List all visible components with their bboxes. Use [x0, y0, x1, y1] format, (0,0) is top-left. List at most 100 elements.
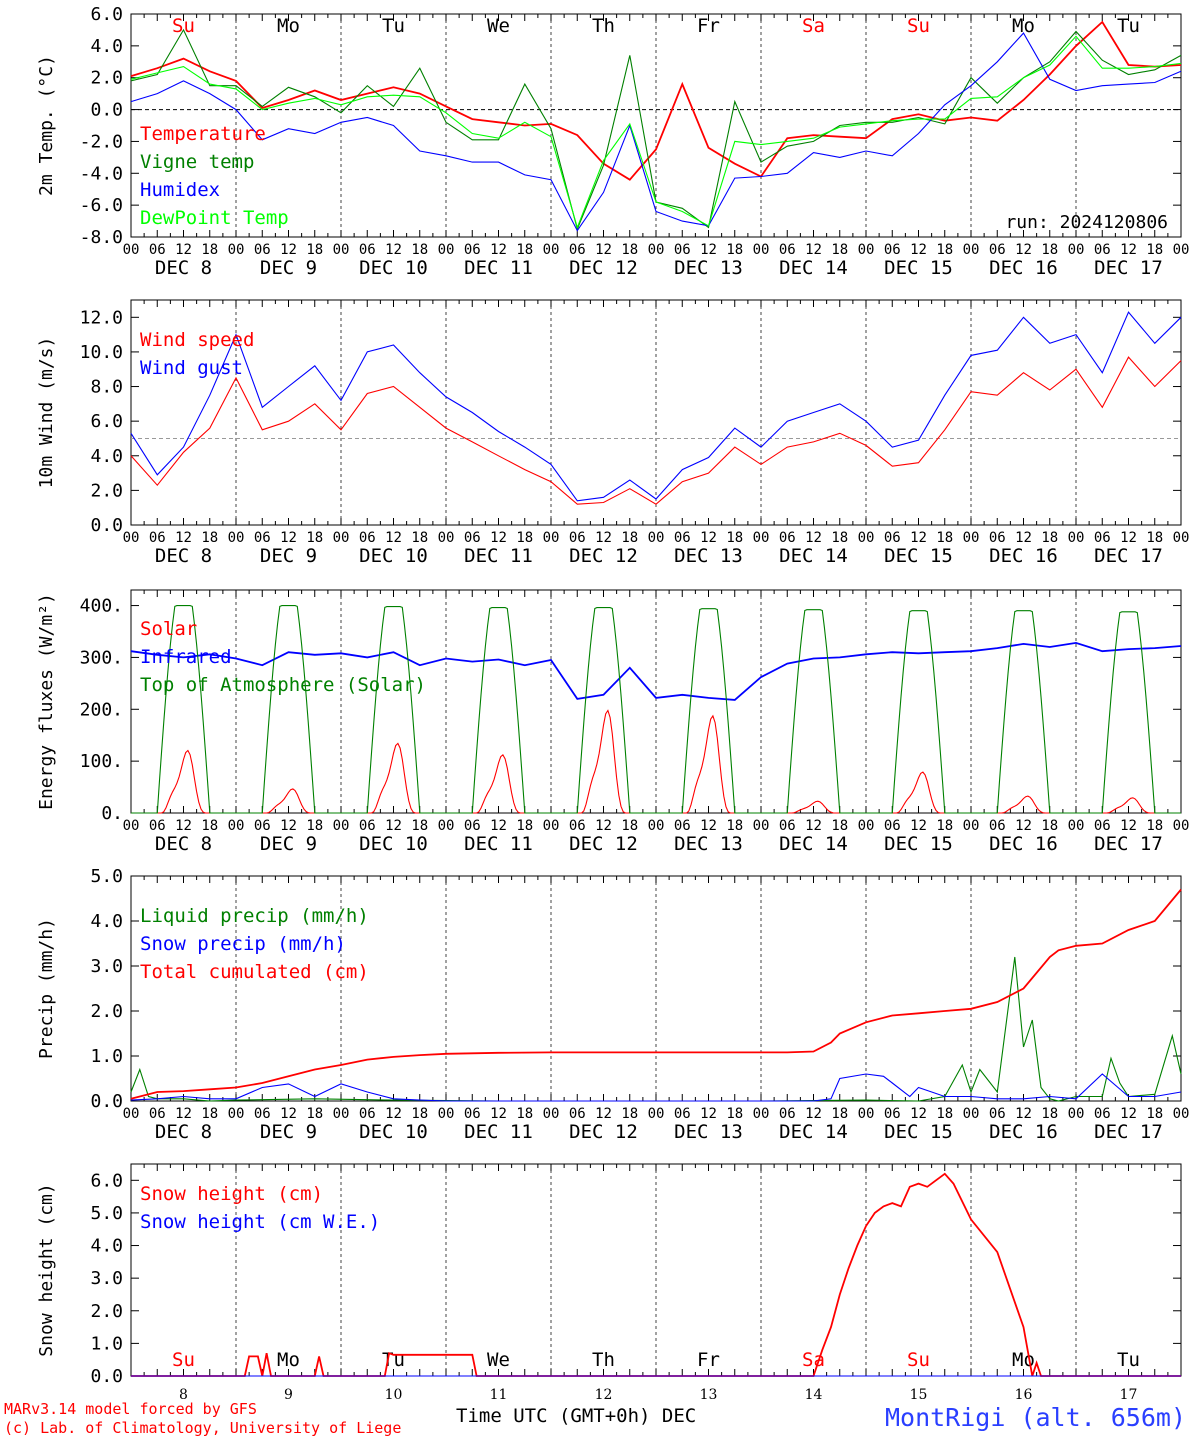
x-hour-label: 12 — [385, 242, 402, 258]
weekday-label: Sa — [802, 1349, 825, 1371]
x-hour-label: 06 — [464, 1106, 481, 1122]
x-date-label: DEC 17 — [1094, 545, 1163, 567]
panel-1: -8.0 -6.0 -4.0 -2.0 0.0 2.0 4.0 6.0 2m Temp. (°C… — [36, 4, 1189, 279]
x-hour-label: 06 — [359, 818, 376, 834]
y-tick-label: 4.0 — [90, 911, 123, 932]
x-hour-label: 18 — [831, 530, 848, 546]
x-hour-label: 12 — [595, 242, 612, 258]
x-hour-label: 06 — [779, 1106, 796, 1122]
x-hour-label: 12 — [1015, 242, 1032, 258]
x-hour-label: 00 — [228, 242, 245, 258]
weekday-label: Fr — [697, 1349, 720, 1371]
x-date-label: DEC 8 — [155, 1121, 212, 1143]
y-tick-label: 5.0 — [90, 866, 123, 887]
x-hour-label: 12 — [700, 818, 717, 834]
x-date-number: 8 — [179, 1387, 188, 1403]
x-hour-label: 06 — [989, 242, 1006, 258]
y-tick-label: 400. — [80, 596, 123, 617]
series-line-top-of-atmosphere-solar- — [131, 605, 1181, 814]
x-date-number: 16 — [1015, 1387, 1033, 1403]
y-tick-label: 0. — [101, 803, 123, 824]
x-hour-label: 12 — [805, 818, 822, 834]
x-hour-label: 18 — [936, 242, 953, 258]
x-hour-label: 18 — [411, 242, 428, 258]
x-hour-label: 06 — [674, 1106, 691, 1122]
x-hour-label: 12 — [700, 530, 717, 546]
x-axis-title: Time UTC (GMT+0h) DEC — [456, 1405, 696, 1427]
y-tick-label: 3.0 — [90, 956, 123, 977]
x-hour-label: 06 — [989, 530, 1006, 546]
y-tick-label: 2.0 — [90, 1301, 123, 1322]
y-tick-label: -6.0 — [80, 195, 123, 216]
weekday-label: Su — [907, 1349, 930, 1371]
x-hour-label: 18 — [831, 1106, 848, 1122]
x-date-number: 17 — [1120, 1387, 1138, 1403]
weekday-label: Tu — [1117, 1349, 1140, 1371]
x-hour-label: 06 — [149, 1106, 166, 1122]
x-date-number: 9 — [284, 1387, 293, 1403]
x-hour-label: 18 — [516, 242, 533, 258]
x-hour-label: 18 — [621, 530, 638, 546]
weekday-label: Th — [592, 15, 615, 37]
x-hour-label: 12 — [700, 1106, 717, 1122]
weekday-label: Su — [172, 15, 195, 37]
x-date-label: DEC 15 — [884, 545, 953, 567]
x-hour-label: 18 — [936, 818, 953, 834]
x-date-label: DEC 14 — [779, 257, 848, 279]
x-hour-label: 18 — [1041, 1106, 1058, 1122]
x-date-label: DEC 12 — [569, 545, 638, 567]
y-tick-label: 0.0 — [90, 515, 123, 536]
x-hour-label: 12 — [490, 242, 507, 258]
x-hour-label: 18 — [516, 818, 533, 834]
y-tick-label: 0.0 — [90, 1091, 123, 1112]
x-hour-label: 06 — [779, 530, 796, 546]
x-hour-label: 18 — [306, 818, 323, 834]
y-tick-label: -4.0 — [80, 163, 123, 184]
footer-line-2: (c) Lab. of Climatology, University of L… — [4, 1419, 402, 1437]
y-axis-label: Precip (mm/h) — [36, 918, 57, 1059]
series-line-dewpoint-temp — [130, 35, 1182, 230]
x-hour-label: 06 — [359, 530, 376, 546]
weekday-label: Mo — [1012, 15, 1035, 37]
x-hour-label: 18 — [1146, 1106, 1163, 1122]
series-line-humidex — [130, 32, 1182, 232]
x-hour-label: 00 — [963, 818, 980, 834]
x-hour-label: 06 — [1094, 1106, 1111, 1122]
x-hour-label: 18 — [621, 1106, 638, 1122]
x-hour-label: 00 — [543, 818, 560, 834]
legend-entry: Total cumulated (cm) — [140, 961, 369, 983]
panel-frame — [130, 589, 1182, 814]
x-date-number: 14 — [805, 1387, 823, 1403]
legend-entry: Top of Atmosphere (Solar) — [140, 674, 426, 696]
legend-entry: Snow precip (mm/h) — [140, 933, 346, 955]
x-hour-label: 18 — [726, 1106, 743, 1122]
x-date-label: DEC 17 — [1094, 257, 1163, 279]
weekday-label: Sa — [802, 15, 825, 37]
weekday-label: Tu — [382, 15, 405, 37]
x-date-label: DEC 12 — [569, 257, 638, 279]
x-hour-label: 06 — [674, 530, 691, 546]
y-tick-label: 6.0 — [90, 4, 123, 25]
x-date-label: DEC 11 — [464, 833, 533, 855]
panel-3: 0. 100. 200. 300. 400. Energy fluxes (W/m²) 00… — [36, 589, 1189, 855]
x-hour-label: 00 — [543, 1106, 560, 1122]
x-date-label: DEC 16 — [989, 545, 1058, 567]
y-tick-label: 12.0 — [80, 307, 123, 328]
x-hour-label: 00 — [333, 530, 350, 546]
x-hour-label: 06 — [569, 818, 586, 834]
x-hour-label: 18 — [1146, 818, 1163, 834]
x-hour-label: 00 — [438, 242, 455, 258]
legend-entry: Wind gust — [140, 357, 243, 379]
x-hour-label: 12 — [385, 530, 402, 546]
x-hour-label: 06 — [884, 530, 901, 546]
legend-entry: Solar — [140, 618, 197, 640]
x-hour-label: 18 — [1041, 818, 1058, 834]
y-tick-label: 200. — [80, 699, 123, 720]
x-hour-label: 00 — [228, 1106, 245, 1122]
x-hour-label: 18 — [411, 530, 428, 546]
x-date-number: 12 — [595, 1387, 613, 1403]
x-hour-label: 00 — [1068, 1106, 1085, 1122]
x-hour-label: 12 — [280, 242, 297, 258]
x-hour-label: 00 — [333, 818, 350, 834]
series-line-snow-precip-mm-h- — [130, 1073, 1182, 1102]
